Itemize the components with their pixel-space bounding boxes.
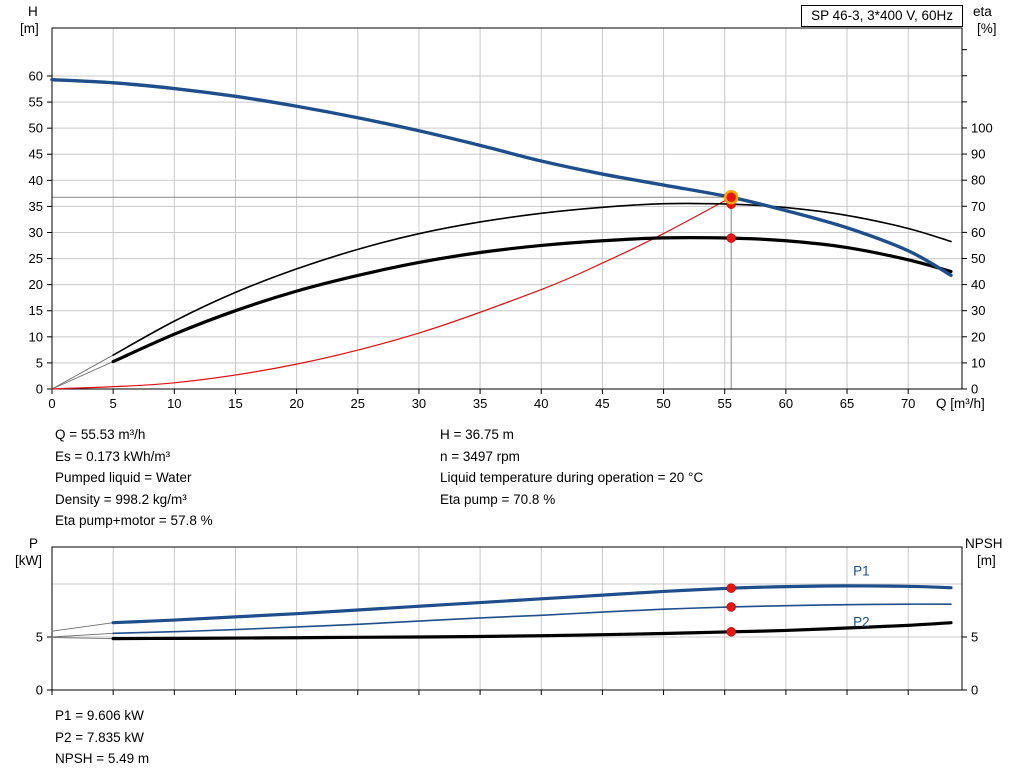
- eta-pump-motor-lead: [51, 361, 114, 390]
- p1-lead: [51, 622, 114, 632]
- y-left-tick-label: 0: [36, 382, 43, 397]
- npsh-axis-title: NPSH: [965, 536, 1003, 551]
- series-label-p1: P1: [853, 564, 870, 579]
- p1-point[interactable]: [726, 583, 736, 593]
- p1-curve: [111, 584, 953, 625]
- y-left-tick-label: 45: [29, 147, 43, 162]
- x-tick-label: 5: [110, 396, 117, 411]
- power-results-column: P1 = 9.606 kW P2 = 7.835 kW NPSH = 5.49 …: [55, 705, 149, 770]
- pump-curve: [50, 77, 953, 277]
- duty-point[interactable]: [723, 190, 739, 205]
- x-tick-label: 40: [534, 396, 548, 411]
- plot-frame: [51, 546, 963, 691]
- y-right-tick-label: 10: [971, 355, 985, 370]
- x-tick-label: 20: [289, 396, 303, 411]
- y-left-tick-label: 40: [29, 173, 43, 188]
- x-tick-label: 30: [412, 396, 426, 411]
- y-right-tick-label: 0: [971, 683, 978, 698]
- npsh-lead: [51, 637, 114, 640]
- duty-info-right-column: H = 36.75 m n = 3497 rpm Liquid temperat…: [440, 424, 703, 510]
- p2-point[interactable]: [726, 602, 736, 612]
- x-tick-label: 70: [901, 396, 915, 411]
- y-left-tick-label: 10: [29, 329, 43, 344]
- power-npsh-chart: 0 5 0 5 P1 P2: [36, 546, 978, 698]
- x-tick-label: 50: [656, 396, 670, 411]
- y-left-tick-label: 30: [29, 225, 43, 240]
- y-left-tick-label: 55: [29, 95, 43, 110]
- info-pumped-liquid: Pumped liquid = Water: [55, 470, 192, 486]
- x-tick-label: 45: [595, 396, 609, 411]
- info-flow: Q = 55.53 m³/h: [55, 427, 146, 442]
- h-axis-title: H: [28, 4, 38, 19]
- y-right-tick-label: 80: [971, 173, 985, 188]
- q-axis-title: Q [m³/h]: [936, 396, 985, 411]
- y-right-tick-label: 90: [971, 147, 985, 162]
- y-left-tick-label: 5: [36, 355, 43, 370]
- eta-axis-title: eta: [973, 4, 992, 19]
- info-eta-pump-motor: Eta pump+motor = 57.8 %: [55, 513, 213, 529]
- y-left-tick-label: 0: [36, 683, 43, 698]
- x-tick-label: 55: [717, 396, 731, 411]
- p-axis-unit: [kW]: [15, 553, 42, 568]
- duty-info-left-column: Q = 55.53 m³/h Es = 0.173 kWh/m³ Pumped …: [55, 424, 213, 532]
- y-right-tick-label: 30: [971, 303, 985, 318]
- eta-pump-motor-point[interactable]: [726, 233, 736, 243]
- eta-axis-unit: [%]: [977, 21, 997, 36]
- info-specific-energy: Es = 0.173 kWh/m³: [55, 448, 171, 464]
- y-right-tick-label: 100: [971, 120, 993, 135]
- info-liquid-temp: Liquid temperature during operation = 20…: [440, 470, 704, 486]
- y-left-tick-label: 5: [36, 629, 43, 644]
- y-left-tick-label: 20: [29, 277, 43, 292]
- npsh-axis-unit: [m]: [977, 553, 996, 568]
- y-left-tick-label: 25: [29, 251, 43, 266]
- y-left-tick-label: 35: [29, 199, 43, 214]
- info-density: Density = 998.2 kg/m³: [55, 491, 187, 507]
- p2-curve: [112, 603, 952, 635]
- pump-model-label: SP 46-3, 3*400 V, 60Hz: [801, 5, 963, 27]
- x-tick-label: 60: [779, 396, 793, 411]
- npsh-curve: [111, 621, 953, 641]
- system-curve: [51, 196, 732, 390]
- info-speed: n = 3497 rpm: [440, 448, 520, 464]
- y-left-tick-label: 50: [29, 121, 43, 136]
- eta-pump-lead: [51, 354, 114, 390]
- eta-pump-motor-curve: [111, 236, 953, 364]
- result-npsh: NPSH = 5.49 m: [55, 751, 150, 767]
- y-right-tick-label: 5: [971, 629, 978, 644]
- p-axis-title: P: [29, 536, 39, 551]
- y-left-tick-label: 15: [29, 303, 43, 318]
- y-right-tick-label: 60: [971, 225, 985, 240]
- y-right-tick-label: 20: [971, 329, 985, 344]
- h-axis-unit: [m]: [20, 21, 39, 36]
- x-tick-label: 10: [167, 396, 181, 411]
- qh-eta-chart: 0 5 10 15 20 25 30 35 40 45 50 55 60 65 70 0 5 10 15 20 25 30…: [29, 27, 993, 411]
- info-head: H = 36.75 m: [440, 427, 514, 442]
- y-right-tick-label: 0: [971, 382, 978, 397]
- y-right-tick-label: 70: [971, 199, 985, 214]
- npsh-point[interactable]: [726, 627, 736, 637]
- series-label-p2: P2: [853, 614, 870, 629]
- y-right-tick-label: 40: [971, 277, 985, 292]
- x-tick-label: 35: [473, 396, 487, 411]
- info-eta-pump: Eta pump = 70.8 %: [440, 491, 556, 507]
- y-right-tick-label: 50: [971, 251, 985, 266]
- p2-lead: [51, 632, 114, 638]
- x-tick-label: 25: [351, 396, 365, 411]
- x-tick-label: 65: [840, 396, 854, 411]
- eta-pump-curve: [112, 202, 952, 356]
- x-tick-label: 15: [228, 396, 242, 411]
- result-p1: P1 = 9.606 kW: [55, 708, 144, 723]
- plot-frame: [51, 27, 963, 390]
- result-p2: P2 = 7.835 kW: [55, 729, 144, 745]
- x-tick-label: 0: [48, 396, 55, 411]
- y-left-tick-label: 60: [29, 68, 43, 83]
